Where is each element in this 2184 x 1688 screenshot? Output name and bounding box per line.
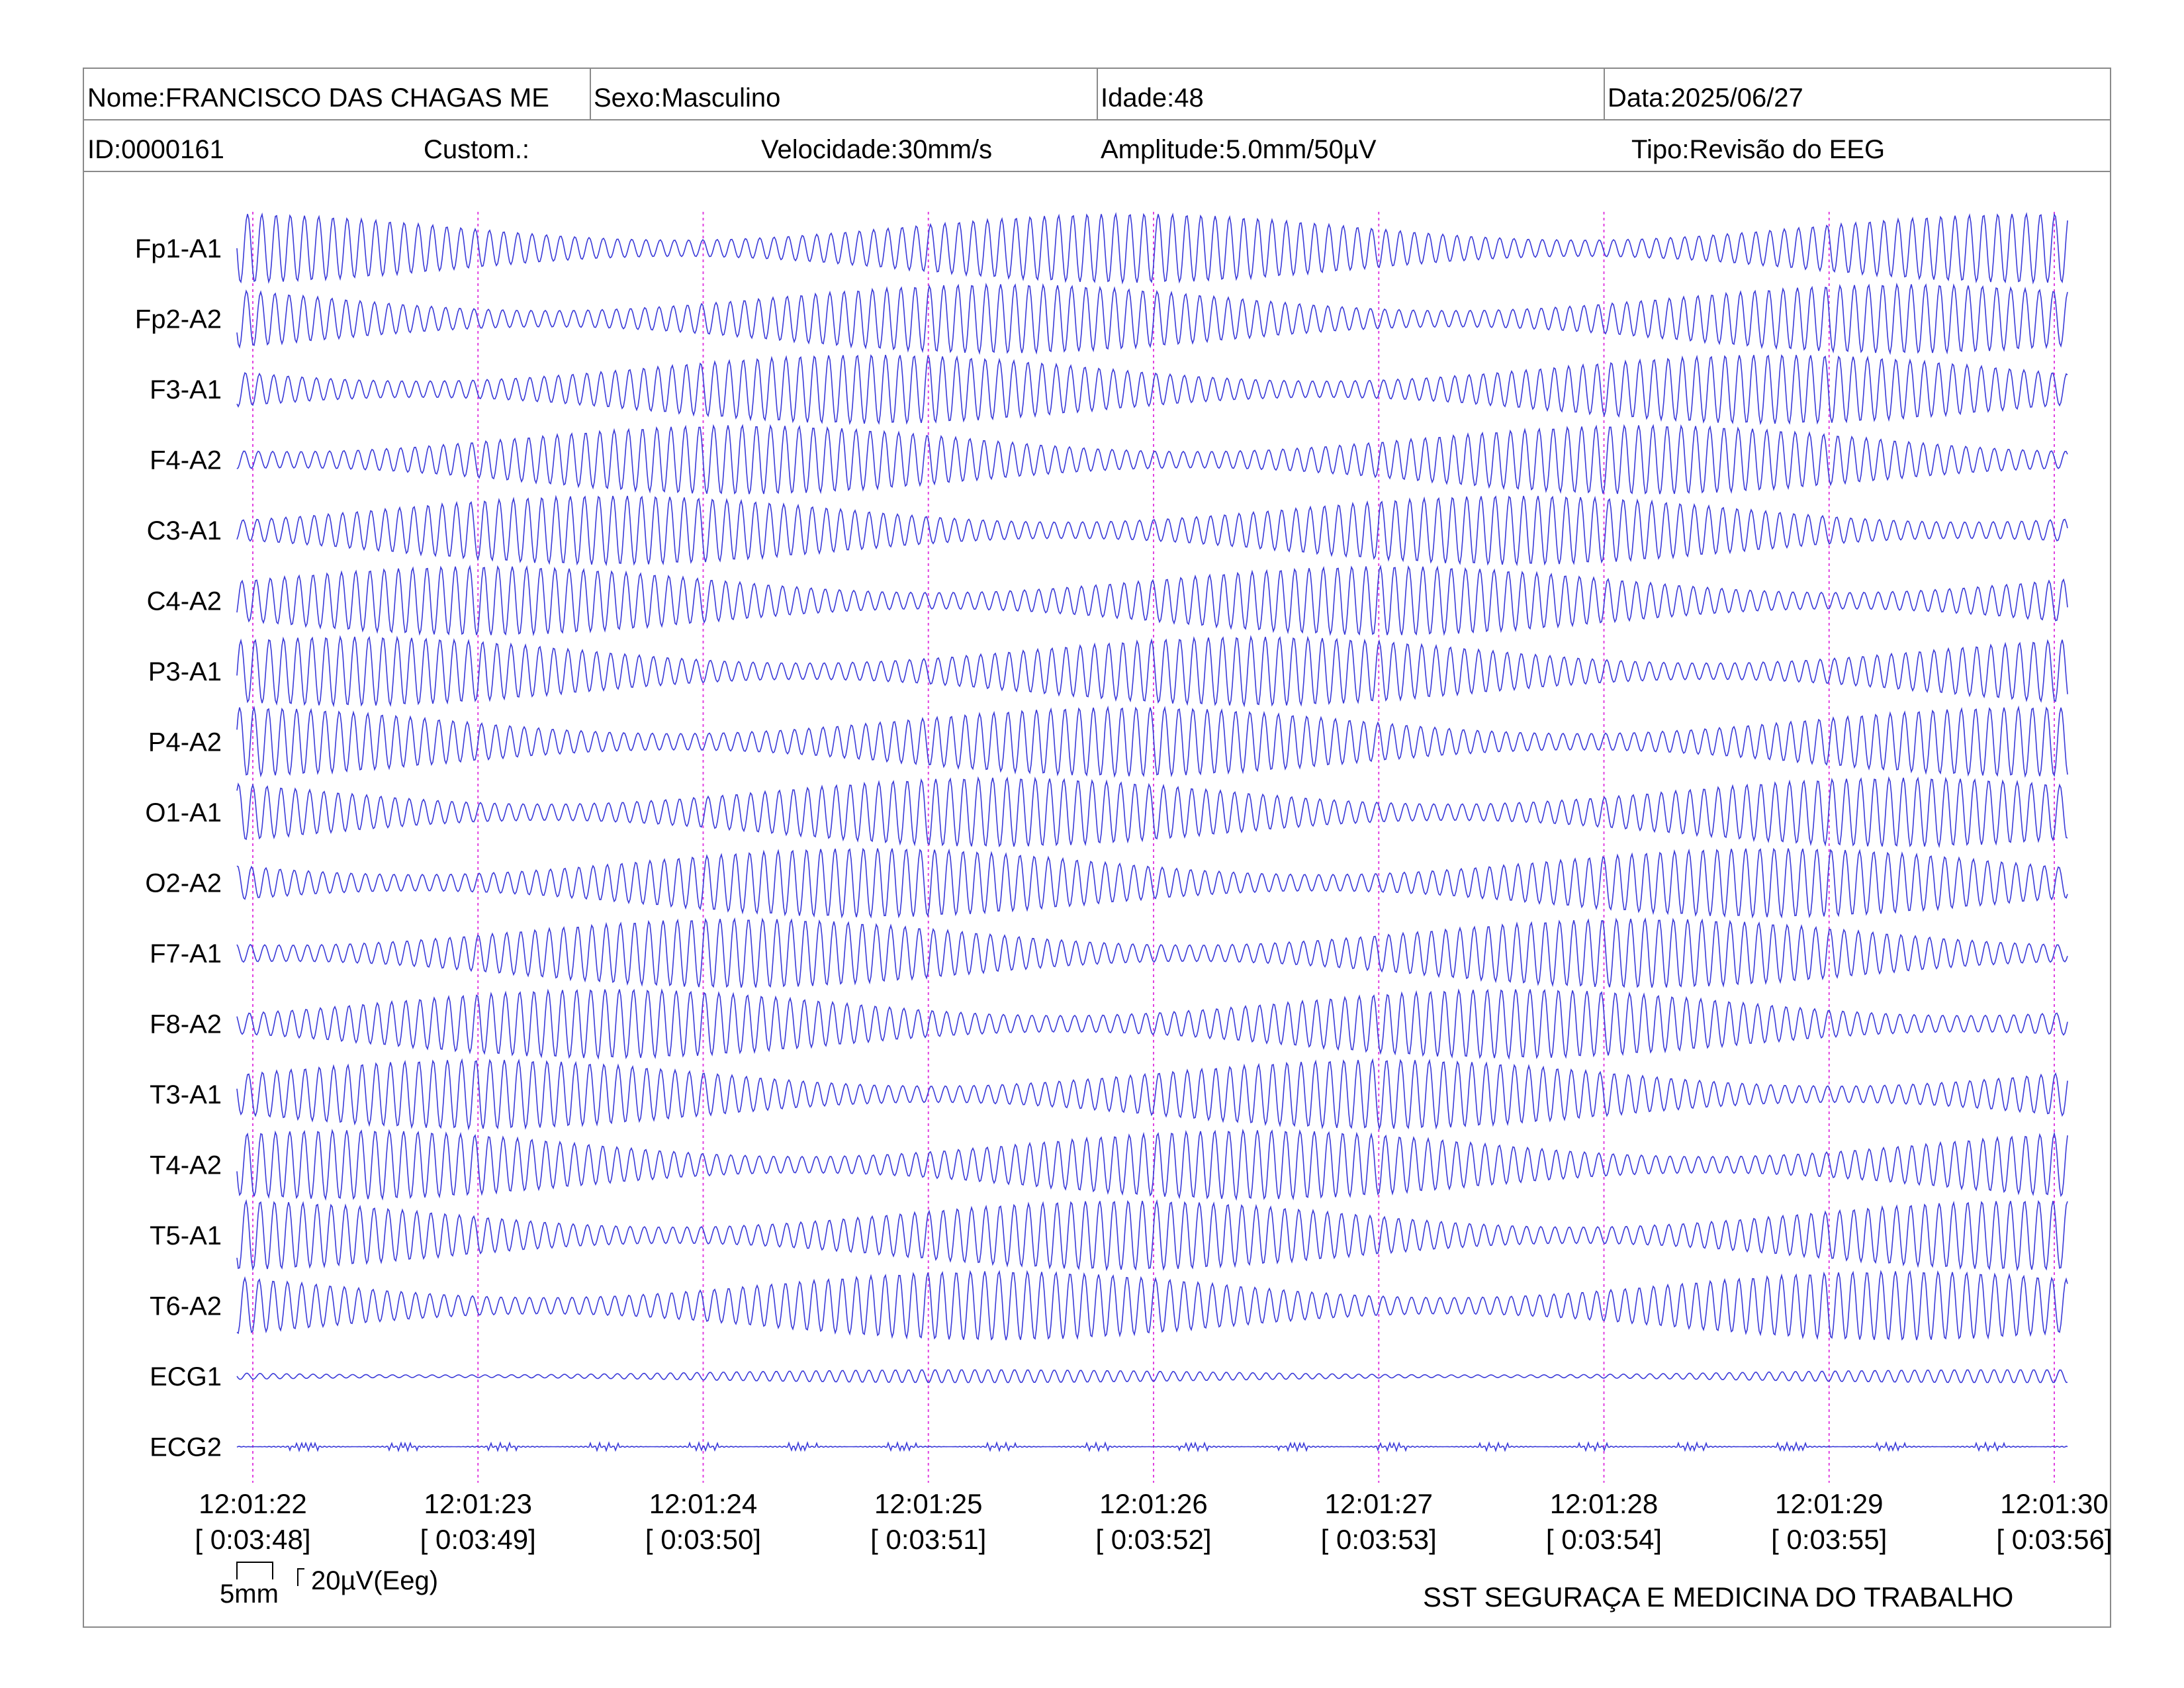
channel-label: T3-A1 bbox=[150, 1080, 222, 1109]
channel-trace bbox=[236, 1270, 2068, 1341]
channel-label: F8-A2 bbox=[150, 1010, 222, 1039]
channel-label: T5-A1 bbox=[150, 1221, 222, 1250]
channel-trace bbox=[236, 212, 2068, 285]
time-tick-label: 12:01:27 bbox=[1325, 1488, 1433, 1519]
channel-label: P4-A2 bbox=[148, 728, 222, 757]
time-tick-label: 12:01:24 bbox=[649, 1488, 758, 1519]
scale-amplitude-label: 20µV(Eeg) bbox=[311, 1566, 439, 1595]
exam-date: Data:2025/06/27 bbox=[1608, 83, 1803, 113]
time-tick-label: 12:01:28 bbox=[1550, 1488, 1659, 1519]
elapsed-tick-label: [ 0:03:48] bbox=[195, 1524, 310, 1555]
channel-label: T6-A2 bbox=[150, 1292, 222, 1321]
elapsed-tick-label: [ 0:03:53] bbox=[1321, 1524, 1437, 1555]
channel-trace bbox=[236, 282, 2068, 355]
exam-type: Tipo:Revisão do EEG bbox=[1631, 135, 1886, 164]
speed-setting: Velocidade:30mm/s bbox=[761, 135, 993, 164]
custom-field: Custom.: bbox=[424, 135, 530, 164]
channel-trace bbox=[236, 635, 2068, 708]
header-col-divider bbox=[590, 68, 591, 120]
time-tick-label: 12:01:25 bbox=[874, 1488, 983, 1519]
channel-trace bbox=[236, 1440, 2068, 1453]
amplitude-setting: Amplitude:5.0mm/50µV bbox=[1101, 135, 1377, 164]
channel-trace bbox=[236, 705, 2068, 778]
channel-label: T4-A2 bbox=[150, 1151, 222, 1180]
time-tick-label: 12:01:30 bbox=[2000, 1488, 2109, 1519]
channel-trace bbox=[236, 354, 2068, 426]
channel-trace bbox=[236, 988, 2068, 1060]
channel-label: F4-A2 bbox=[150, 446, 222, 475]
channel-label: F3-A1 bbox=[150, 375, 222, 404]
time-tick-label: 12:01:29 bbox=[1775, 1488, 1884, 1519]
channel-label: ECG1 bbox=[150, 1362, 222, 1391]
channel-trace bbox=[236, 564, 2068, 637]
header-col-divider bbox=[1604, 68, 1605, 120]
channel-trace bbox=[236, 424, 2068, 495]
channel-trace bbox=[236, 1128, 2068, 1201]
footer-company: SST SEGURAÇA E MEDICINA DO TRABALHO bbox=[1423, 1581, 2014, 1613]
elapsed-tick-label: [ 0:03:52] bbox=[1095, 1524, 1211, 1555]
channel-label: F7-A1 bbox=[150, 939, 222, 968]
channel-label: Fp1-A1 bbox=[135, 234, 222, 263]
elapsed-tick-label: [ 0:03:51] bbox=[870, 1524, 986, 1555]
channel-trace bbox=[236, 1058, 2068, 1131]
time-tick-label: 12:01:23 bbox=[424, 1488, 533, 1519]
time-tick-label: 12:01:22 bbox=[199, 1488, 307, 1519]
header-col-divider bbox=[1097, 68, 1098, 120]
elapsed-tick-label: [ 0:03:56] bbox=[1996, 1524, 2112, 1555]
patient-name: Nome:FRANCISCO DAS CHAGAS ME bbox=[87, 83, 549, 113]
channel-label: O2-A2 bbox=[145, 869, 222, 898]
elapsed-tick-label: [ 0:03:50] bbox=[645, 1524, 761, 1555]
channel-label: C4-A2 bbox=[147, 587, 222, 616]
channel-label: Fp2-A2 bbox=[135, 305, 222, 334]
scale-bar-icon bbox=[236, 1562, 304, 1586]
elapsed-tick-label: [ 0:03:54] bbox=[1546, 1524, 1662, 1555]
channel-trace bbox=[236, 847, 2068, 919]
channel-label: ECG2 bbox=[150, 1433, 222, 1462]
channel-label: C3-A1 bbox=[147, 516, 222, 545]
elapsed-tick-label: [ 0:03:49] bbox=[420, 1524, 536, 1555]
patient-id: ID:0000161 bbox=[87, 135, 224, 164]
patient-age: Idade:48 bbox=[1101, 83, 1204, 113]
elapsed-tick-label: [ 0:03:55] bbox=[1771, 1524, 1887, 1555]
channel-label: O1-A1 bbox=[145, 798, 222, 827]
scale-time-label: 5mm bbox=[220, 1579, 279, 1609]
header-divider-2 bbox=[83, 171, 2111, 172]
channel-trace bbox=[236, 776, 2068, 849]
channel-trace bbox=[236, 1369, 2068, 1383]
time-tick-label: 12:01:26 bbox=[1099, 1488, 1208, 1519]
channel-trace bbox=[236, 494, 2068, 567]
channel-label: P3-A1 bbox=[148, 657, 222, 686]
channel-trace bbox=[236, 917, 2068, 988]
channel-trace bbox=[236, 1199, 2068, 1272]
patient-sex: Sexo:Masculino bbox=[594, 83, 781, 113]
